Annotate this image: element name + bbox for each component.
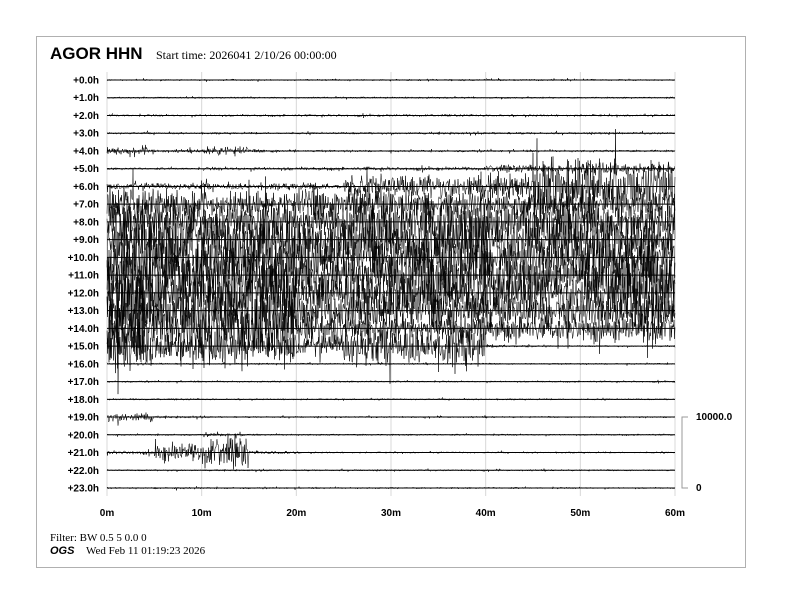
row-label: +12.0h — [68, 288, 99, 299]
row-label: +17.0h — [68, 377, 99, 388]
row-label: +13.0h — [68, 306, 99, 317]
organization-label: OGS — [50, 545, 75, 557]
row-label: +16.0h — [68, 359, 99, 370]
row-label: +20.0h — [68, 430, 99, 441]
filter-info: Filter: BW 0.5 5 0.0 0 — [50, 532, 147, 544]
scale-bottom-label: 0 — [696, 483, 702, 494]
row-label: +14.0h — [68, 324, 99, 335]
x-tick-label: 0m — [100, 508, 115, 519]
x-tick-label: 60m — [665, 508, 685, 519]
start-time: Start time: 2026041 2/10/26 00:00:00 — [156, 48, 337, 62]
row-label: +0.0h — [73, 76, 99, 87]
row-label: +5.0h — [73, 164, 99, 175]
generated-timestamp: Wed Feb 11 01:19:23 2026 — [86, 545, 206, 557]
row-label: +23.0h — [68, 484, 99, 495]
x-tick-label: 20m — [286, 508, 306, 519]
row-label: +22.0h — [68, 466, 99, 477]
x-tick-label: 30m — [381, 508, 401, 519]
plot-frame — [36, 36, 746, 568]
x-tick-label: 10m — [192, 508, 212, 519]
row-label: +3.0h — [73, 129, 99, 140]
x-tick-label: 50m — [570, 508, 590, 519]
scale-top-label: 10000.0 — [696, 412, 733, 423]
row-label: +18.0h — [68, 395, 99, 406]
row-label: +8.0h — [73, 217, 99, 228]
row-label: +15.0h — [68, 342, 99, 353]
row-label: +2.0h — [73, 111, 99, 122]
row-label: +19.0h — [68, 413, 99, 424]
seismic-trace — [106, 218, 676, 316]
row-label: +21.0h — [68, 448, 99, 459]
row-label: +10.0h — [68, 253, 99, 264]
row-label: +11.0h — [68, 271, 99, 282]
row-label: +4.0h — [73, 146, 99, 157]
row-label: +7.0h — [73, 200, 99, 211]
x-tick-label: 40m — [476, 508, 496, 519]
row-label: +6.0h — [73, 182, 99, 193]
scale-bar — [681, 416, 688, 489]
seismic-trace — [106, 168, 676, 236]
row-label: +1.0h — [73, 93, 99, 104]
row-label: +9.0h — [73, 235, 99, 246]
station-title: AGOR HHN — [50, 44, 143, 63]
